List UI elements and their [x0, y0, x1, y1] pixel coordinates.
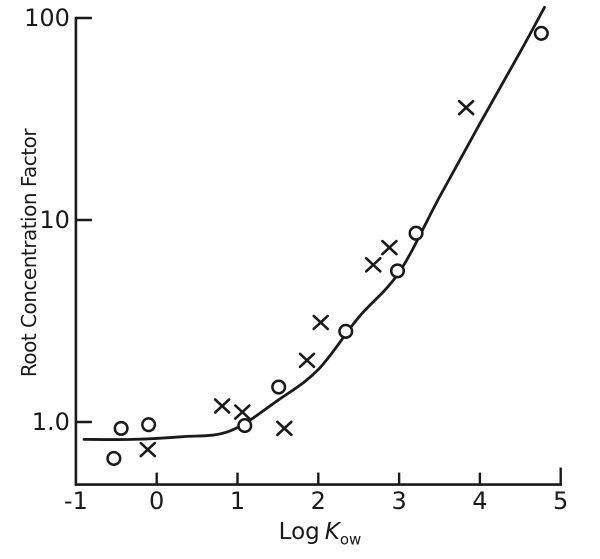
x-tick-label: -1 [64, 487, 88, 515]
x-tick-label: 4 [472, 487, 487, 515]
data-point-circle [389, 263, 406, 279]
data-point-x [276, 420, 293, 437]
plot-axes [74, 16, 562, 486]
x-tick-label: 3 [391, 487, 406, 515]
data-point-circle [533, 25, 549, 41]
data-point-x [364, 257, 382, 273]
y-tick-label: 10 [39, 206, 70, 234]
data-point-circle [141, 417, 157, 433]
data-point-circle [408, 225, 424, 241]
data-point-circle [113, 420, 129, 436]
x-axis-title-subscript: ow [339, 530, 362, 549]
data-point-x [139, 441, 157, 458]
data-point-x [298, 352, 316, 369]
x-axis-title: Log Kow [220, 519, 420, 549]
x-tick-label: 0 [149, 487, 164, 515]
x-axis-title-word: Log [278, 519, 320, 545]
y-axis-title: Root Concentration Factor [17, 128, 41, 378]
data-point-x [381, 239, 398, 256]
data-point-circle [106, 450, 122, 467]
data-point-circle [237, 418, 253, 434]
x-tick-label: 1 [230, 487, 245, 515]
x-tick-label: 5 [553, 487, 568, 515]
data-point-x [457, 99, 475, 116]
data-point-circle [338, 323, 354, 339]
data-point-circle [271, 379, 287, 395]
data-point-x [213, 398, 231, 414]
data-point-x [312, 314, 330, 331]
x-tick-label: 2 [311, 487, 326, 515]
fitted-curve [82, 5, 546, 441]
x-axis-title-symbol: K [324, 519, 340, 545]
y-tick-label: 100 [24, 4, 70, 32]
y-tick-label: 1.0 [32, 408, 70, 436]
data-point-x [234, 404, 251, 420]
